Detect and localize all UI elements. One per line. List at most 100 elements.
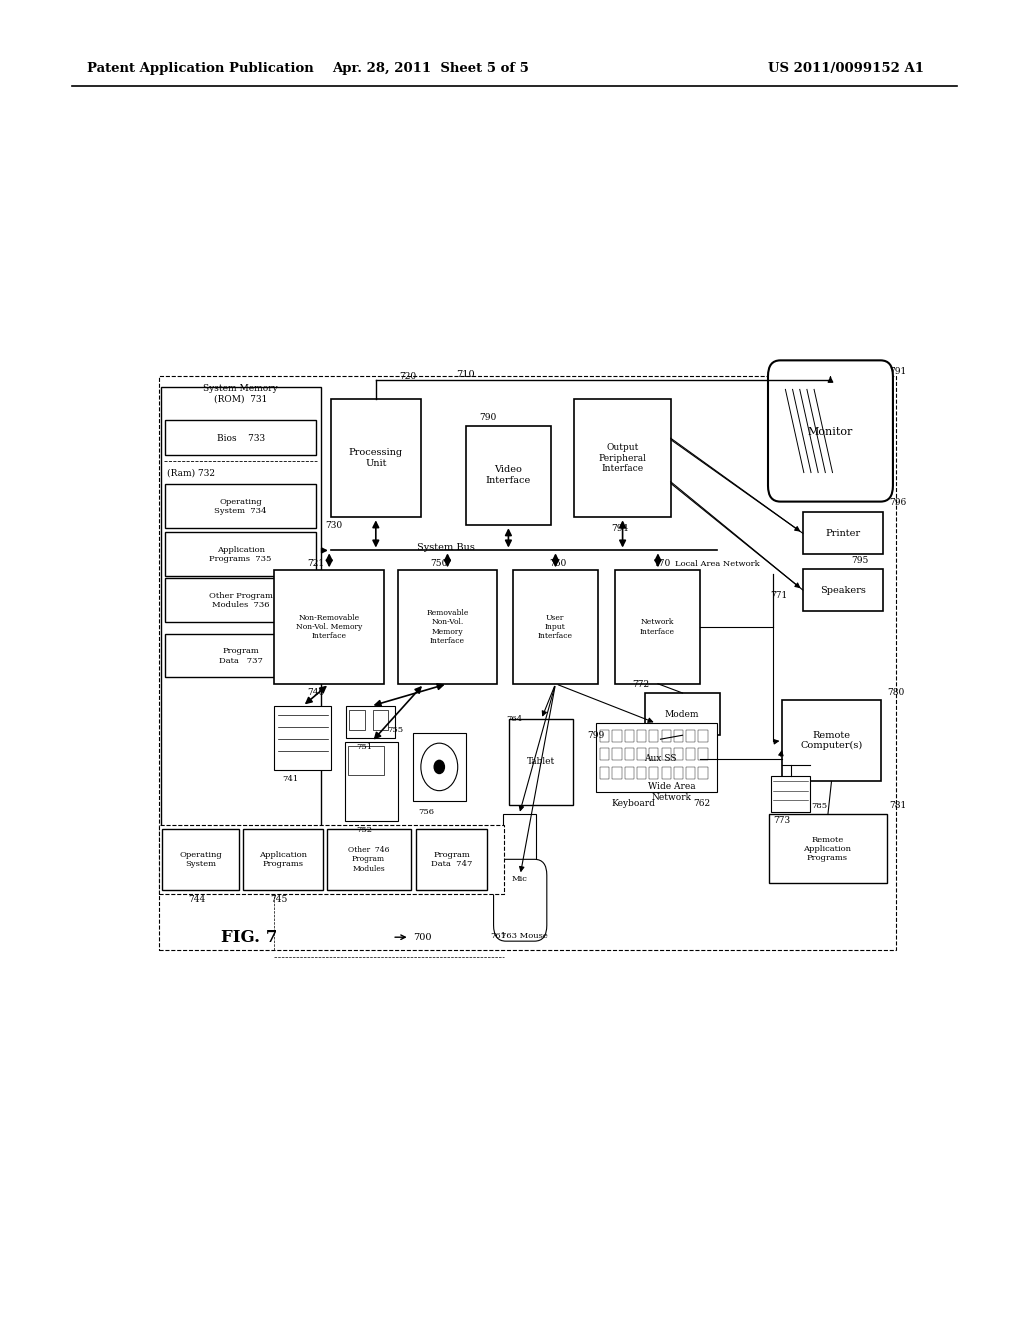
FancyBboxPatch shape [494,859,547,941]
Bar [686,748,695,760]
Bar [612,730,622,742]
Circle shape [434,760,444,774]
Text: Keyboard: Keyboard [611,799,655,808]
Text: Operating
System: Operating System [179,850,222,869]
Text: 762: 762 [693,799,711,808]
Text: 772: 772 [632,680,649,689]
Text: Removable
Non-Vol.
Memory
Interface: Removable Non-Vol. Memory Interface [426,610,469,644]
Text: 764: 764 [506,715,522,723]
Bar [165,484,316,528]
Text: Speakers: Speakers [820,586,865,594]
Bar [398,570,497,684]
Text: Remote
Computer(s): Remote Computer(s) [801,731,862,750]
Text: Monitor: Monitor [808,426,853,437]
Bar [698,730,708,742]
Bar [600,730,609,742]
Bar [674,748,683,760]
Bar [513,570,598,684]
Bar [625,748,634,760]
Bar [662,767,671,779]
Bar [662,730,671,742]
Bar [348,746,384,775]
Text: US 2011/0099152 A1: US 2011/0099152 A1 [768,62,924,75]
Text: Bios    733: Bios 733 [217,434,264,442]
Text: Modem: Modem [665,710,699,718]
Text: 710: 710 [457,370,475,379]
Text: Other Program
Modules  736: Other Program Modules 736 [209,591,272,610]
Text: Application
Programs: Application Programs [259,850,306,869]
Bar [274,570,384,684]
Text: System Bus: System Bus [417,544,474,552]
Text: Application
Programs  735: Application Programs 735 [210,545,271,564]
Bar [649,730,658,742]
Text: (Ram) 732: (Ram) 732 [167,469,215,477]
Bar [637,730,646,742]
Text: FIG. 7: FIG. 7 [220,929,278,945]
Text: Non-Removable
Non-Vol. Memory
Interface: Non-Removable Non-Vol. Memory Interface [296,614,361,640]
Bar [165,532,316,576]
Bar [674,767,683,779]
Bar [803,512,883,554]
Text: 700: 700 [413,933,431,941]
Bar [649,748,658,760]
Bar [686,730,695,742]
Text: 763 Mouse: 763 Mouse [501,932,548,940]
Text: 796: 796 [889,498,906,507]
Text: Program
Data   737: Program Data 737 [219,647,262,665]
Bar [466,426,551,525]
Bar [346,706,395,738]
Text: 744: 744 [188,895,205,904]
Bar [349,710,365,730]
Bar [243,829,323,890]
Bar [662,748,671,760]
Bar [159,376,896,950]
Text: Network
Interface: Network Interface [640,618,675,636]
Text: 755: 755 [387,726,403,734]
Text: 741: 741 [283,775,299,783]
Bar [612,748,622,760]
Text: 794: 794 [611,524,629,533]
Text: User
Input
Interface: User Input Interface [538,614,572,640]
Text: Apr. 28, 2011  Sheet 5 of 5: Apr. 28, 2011 Sheet 5 of 5 [332,62,528,75]
Text: 720: 720 [399,372,417,381]
Bar [769,814,887,883]
Text: 771: 771 [770,591,787,599]
Bar [574,399,671,517]
Text: 752: 752 [356,826,373,834]
Text: Processing
Unit: Processing Unit [349,449,402,467]
Bar [165,634,316,677]
Text: 761: 761 [490,932,507,940]
Bar [274,706,331,770]
Bar [649,767,658,779]
Bar [625,730,634,742]
Text: Output
Peripheral
Interface: Output Peripheral Interface [599,444,646,473]
Bar [674,730,683,742]
Text: 730: 730 [326,521,343,531]
Bar [625,767,634,779]
Bar [165,578,316,622]
Text: 751: 751 [356,743,373,751]
Text: Local Area Network: Local Area Network [675,560,760,568]
Text: Tablet: Tablet [526,758,555,766]
FancyBboxPatch shape [768,360,893,502]
Bar [503,814,536,870]
Text: Aux SS: Aux SS [644,755,677,763]
Text: 781: 781 [889,801,906,810]
Bar [596,723,717,792]
Text: 750: 750 [430,558,447,568]
Bar [161,387,321,869]
Bar [345,742,398,821]
Text: Video
Interface: Video Interface [485,466,530,484]
Text: Wide Area
Network: Wide Area Network [648,783,695,801]
Text: 760: 760 [549,558,566,568]
Bar [637,748,646,760]
Text: 770: 770 [653,558,671,568]
Text: Mic: Mic [511,875,527,883]
Text: 756: 756 [418,808,434,816]
Text: 799: 799 [587,731,604,739]
Bar [698,748,708,760]
Bar [612,767,622,779]
Bar [162,829,239,890]
Text: Program
Data  747: Program Data 747 [431,850,472,869]
Bar [509,719,573,805]
